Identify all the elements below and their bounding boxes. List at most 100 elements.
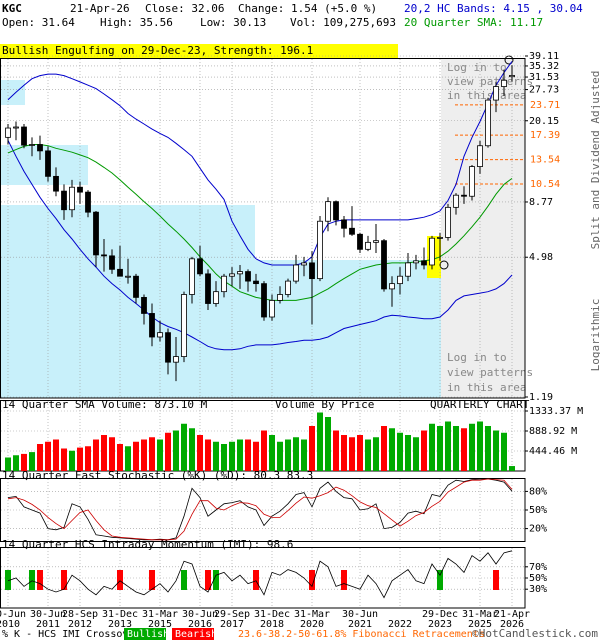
x-tick-label: 31-Mar xyxy=(294,609,330,620)
candle-body xyxy=(301,262,307,266)
fib-label: 17.39 xyxy=(530,130,560,141)
candle-body xyxy=(509,75,515,78)
x-tick-label: 2010 xyxy=(0,619,20,630)
volume-bar xyxy=(309,426,315,471)
candle-body xyxy=(421,260,427,266)
volume-bar xyxy=(373,437,379,471)
candle-body xyxy=(269,300,275,318)
volume-bar xyxy=(229,441,235,471)
candle-body xyxy=(61,190,67,211)
volume-bar xyxy=(325,417,331,471)
x-tick-label: 2025 xyxy=(468,619,492,630)
candle-body xyxy=(253,280,259,285)
volume-bar xyxy=(77,447,83,471)
volume-bar xyxy=(149,437,155,471)
volume-bar xyxy=(245,439,251,471)
candle-body xyxy=(373,240,379,243)
candle-body xyxy=(205,273,211,304)
x-tick-label: 2018 xyxy=(260,619,284,630)
volume-bar xyxy=(429,423,435,471)
series-line xyxy=(7,478,513,541)
bearish-crossover xyxy=(493,570,499,590)
volume-bar xyxy=(53,439,59,471)
y-tick-label: 39.11 xyxy=(529,51,559,62)
candle-body xyxy=(181,294,187,357)
date: 21-Apr-26 xyxy=(70,2,130,15)
volume-bar xyxy=(477,421,483,471)
x-tick-label: 2020 xyxy=(300,619,324,630)
x-tick-label: 2011 xyxy=(36,619,60,630)
y-tick-label: 4.98 xyxy=(529,252,553,263)
candle-body xyxy=(69,186,75,211)
candle-body xyxy=(173,356,179,363)
volume-bar xyxy=(21,453,27,471)
price-frame xyxy=(0,58,526,399)
volume-bar xyxy=(277,441,283,471)
sma-line xyxy=(7,144,513,301)
volume-bar xyxy=(501,432,507,471)
volume-bar xyxy=(197,435,203,471)
candle-body xyxy=(133,275,139,298)
high: High: 35.56 xyxy=(100,16,173,29)
candle-body xyxy=(453,194,459,208)
bearish-crossover xyxy=(37,570,43,590)
x-tick-label: 31-Mar xyxy=(462,609,498,620)
x-tick-label: 31-Dec xyxy=(102,609,138,620)
x-tick-label: 29-Sep xyxy=(214,609,250,620)
x-tick-label: 30-Jun xyxy=(30,609,66,620)
volume-bar xyxy=(349,437,355,471)
volume-bar xyxy=(13,455,19,471)
candle-body xyxy=(77,186,83,193)
candle-body xyxy=(37,144,43,152)
low: Low: 30.13 xyxy=(200,16,266,29)
bullish-label: Bullish xyxy=(127,629,169,640)
x-tick-label: 28-Sep xyxy=(62,609,98,620)
candle-body xyxy=(501,79,507,87)
volume-bar xyxy=(237,439,243,471)
candle-body xyxy=(317,220,323,280)
y-tick-label: 27.73 xyxy=(529,85,559,96)
volume-bar xyxy=(461,428,467,471)
volume-bar xyxy=(189,428,195,471)
y-tick-label: 20.15 xyxy=(529,116,559,127)
x-tick-label: 2022 xyxy=(388,619,412,630)
x-tick-label: 2012 xyxy=(68,619,92,630)
scale-label: Logarithmic xyxy=(589,299,600,372)
x-tick-label: 31-Mar xyxy=(142,609,178,620)
volume-bar xyxy=(509,466,515,471)
volume-bar xyxy=(141,439,147,471)
band-upper xyxy=(7,61,513,266)
candle-body xyxy=(397,275,403,285)
volume-bar xyxy=(269,435,275,471)
bearish-crossover xyxy=(149,570,155,590)
y-tick-label: 1333.37 M xyxy=(529,406,583,417)
volume-bar xyxy=(413,437,419,471)
candle-body xyxy=(461,194,467,197)
volume-bar xyxy=(493,430,499,471)
x-tick-label: 2013 xyxy=(108,619,132,630)
credit: ©HotCandlestick.com xyxy=(472,627,598,640)
volume-bar xyxy=(85,446,91,471)
band-lower xyxy=(7,140,513,351)
candle-body xyxy=(141,297,147,314)
bearish-crossover xyxy=(309,570,315,590)
volume-bar xyxy=(37,444,43,471)
candle-body xyxy=(365,241,371,250)
candle-body xyxy=(437,237,443,239)
x-tick-label: 30-Jun xyxy=(0,609,26,620)
y-tick-label: 1.19 xyxy=(529,392,553,403)
candle-body xyxy=(85,191,91,213)
candle-body xyxy=(5,127,11,138)
bullish-crossover xyxy=(213,570,219,590)
x-tick-label: 2023 xyxy=(428,619,452,630)
vbp-bar xyxy=(255,260,441,398)
x-tick-label: 30-Jun xyxy=(342,609,378,620)
volume-bar xyxy=(253,441,259,471)
candle-body xyxy=(245,271,251,282)
x-tick-label: 2017 xyxy=(220,619,244,630)
bullish-key xyxy=(124,628,166,640)
volume-bar xyxy=(117,444,123,471)
candle-body xyxy=(237,271,243,275)
candle-body xyxy=(149,313,155,338)
y-tick-label: 35.32 xyxy=(529,61,559,72)
